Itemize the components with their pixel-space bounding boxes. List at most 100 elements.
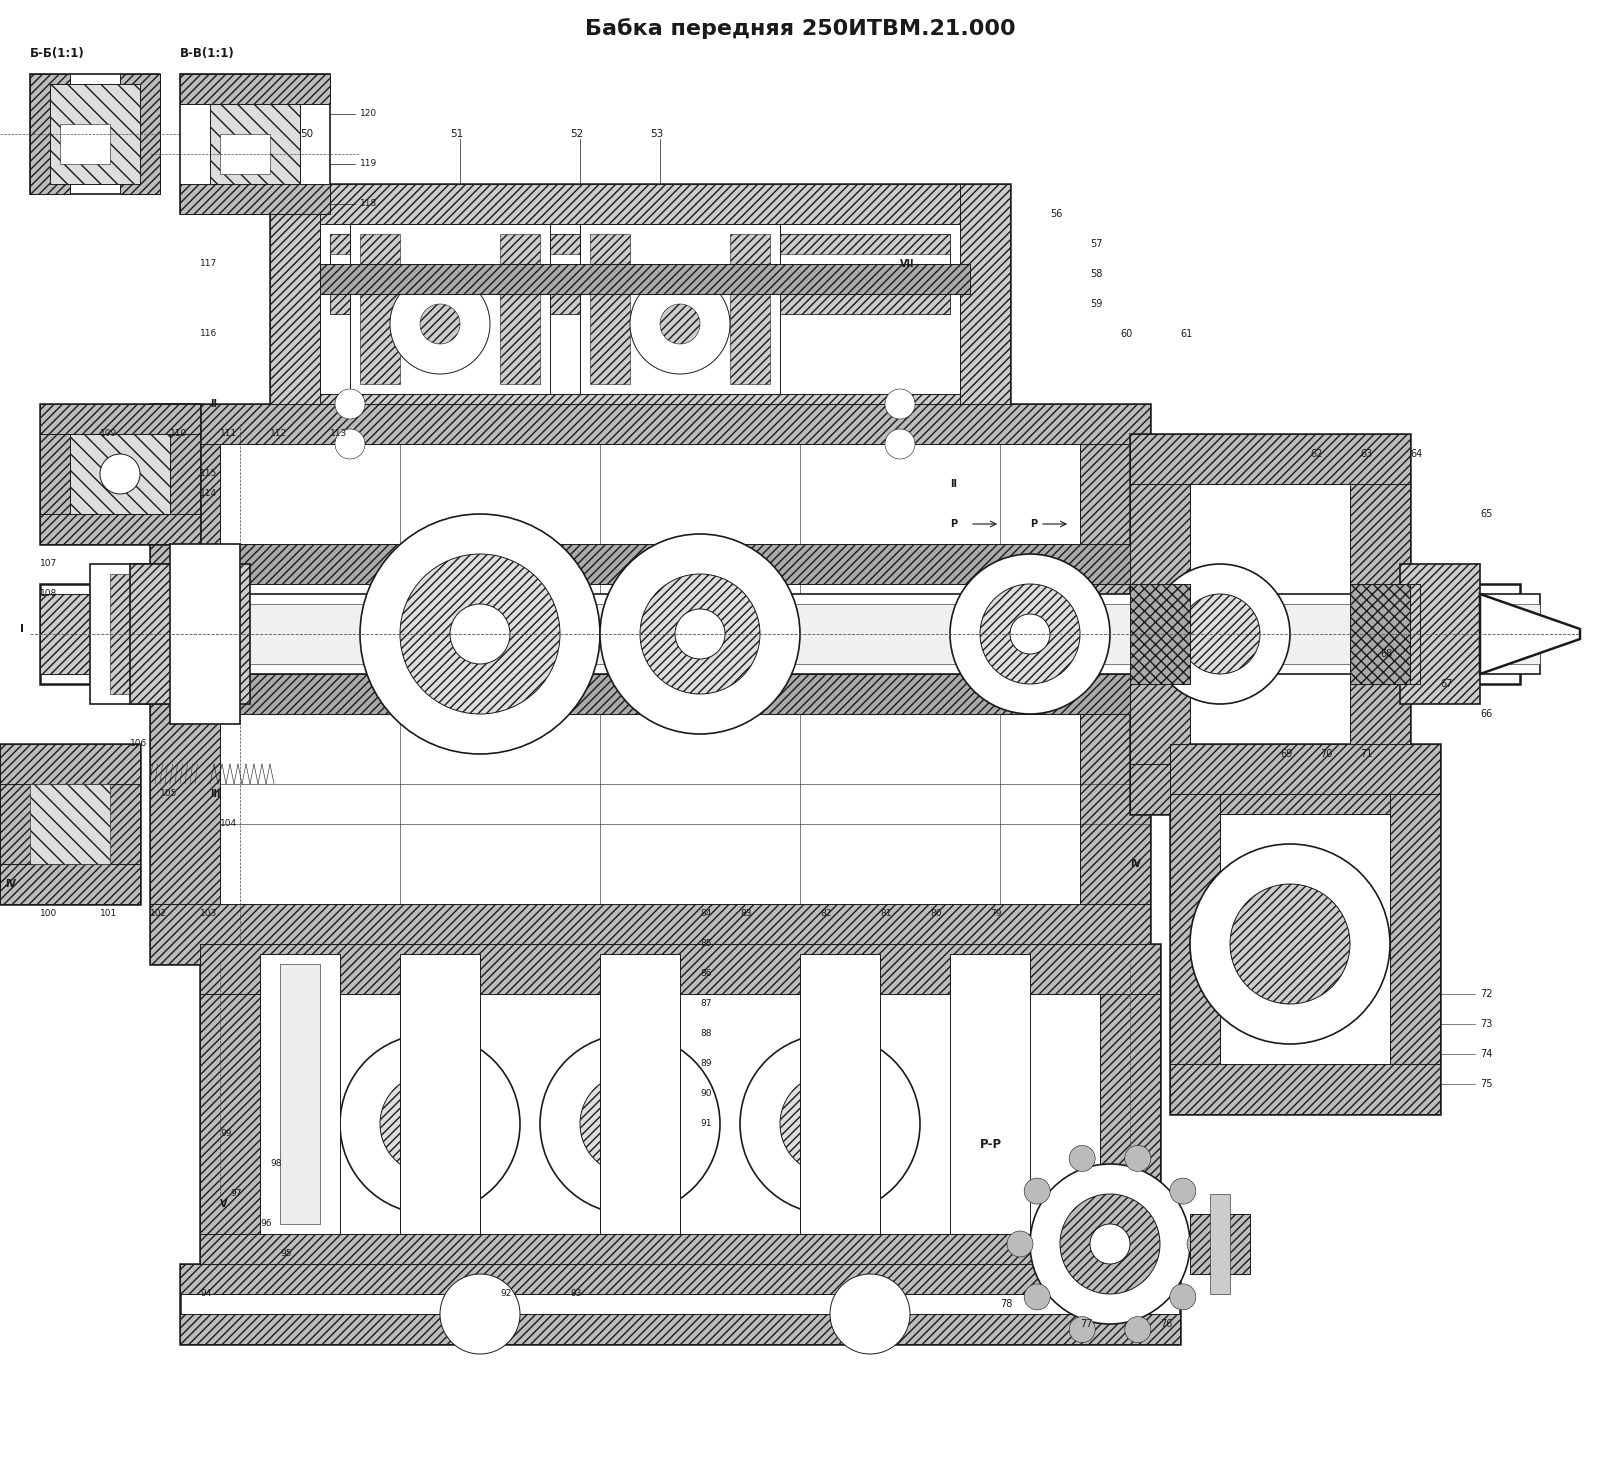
Polygon shape <box>1480 594 1581 673</box>
Bar <box>40 584 170 684</box>
Text: 66: 66 <box>1480 709 1493 719</box>
Text: Б-Б(1:1): Б-Б(1:1) <box>30 47 85 60</box>
Circle shape <box>600 534 800 733</box>
Text: 79: 79 <box>990 909 1002 918</box>
Text: 92: 92 <box>499 1290 512 1299</box>
Text: 106: 106 <box>130 739 147 748</box>
Circle shape <box>381 1075 480 1174</box>
Circle shape <box>1069 1145 1094 1171</box>
Text: 80: 80 <box>930 909 941 918</box>
Text: Р-Р: Р-Р <box>979 1138 1002 1151</box>
Text: 90: 90 <box>701 1089 712 1098</box>
Bar <box>1350 433 1410 814</box>
Text: 111: 111 <box>221 429 237 439</box>
Text: 85: 85 <box>701 940 712 949</box>
Bar <box>350 224 550 394</box>
Circle shape <box>739 1034 920 1214</box>
Text: 83: 83 <box>739 909 752 918</box>
Bar <box>179 75 330 214</box>
Bar <box>960 184 1010 425</box>
Text: 70: 70 <box>1320 750 1333 758</box>
Bar <box>330 294 950 313</box>
Text: P: P <box>950 520 957 529</box>
Circle shape <box>1170 1179 1195 1203</box>
Bar <box>50 83 141 184</box>
Circle shape <box>640 574 760 694</box>
Text: 96: 96 <box>259 1220 272 1228</box>
Bar <box>150 903 1150 963</box>
Text: 50: 50 <box>301 129 314 139</box>
Text: 57: 57 <box>1090 239 1102 249</box>
Circle shape <box>440 1274 520 1354</box>
Text: 59: 59 <box>1090 299 1102 309</box>
Bar <box>1390 744 1440 1114</box>
Circle shape <box>1150 564 1290 704</box>
Text: 63: 63 <box>1360 449 1373 460</box>
Bar <box>1101 944 1160 1284</box>
Circle shape <box>675 609 725 659</box>
Text: 95: 95 <box>280 1249 291 1259</box>
Circle shape <box>1069 1316 1094 1342</box>
Text: 67: 67 <box>1440 679 1453 690</box>
Bar <box>179 1315 1181 1344</box>
Circle shape <box>950 553 1110 714</box>
Bar <box>90 564 170 704</box>
Bar <box>99 744 141 903</box>
Text: 113: 113 <box>330 429 347 439</box>
Bar <box>579 224 781 394</box>
Bar <box>40 404 200 433</box>
Bar <box>30 785 110 864</box>
Bar <box>730 234 770 384</box>
Circle shape <box>1006 1231 1034 1258</box>
Bar <box>30 75 70 195</box>
Circle shape <box>339 1034 520 1214</box>
Circle shape <box>390 274 490 373</box>
Text: 72: 72 <box>1480 990 1493 998</box>
Text: 87: 87 <box>701 1000 712 1009</box>
Bar <box>259 955 339 1234</box>
Circle shape <box>1010 613 1050 654</box>
Text: 51: 51 <box>450 129 464 139</box>
Bar <box>600 955 680 1234</box>
Bar <box>270 184 1010 224</box>
Text: I: I <box>1520 624 1523 634</box>
Circle shape <box>1125 1316 1150 1342</box>
Circle shape <box>360 514 600 754</box>
Circle shape <box>1181 594 1261 673</box>
Text: 74: 74 <box>1480 1050 1493 1058</box>
Circle shape <box>1125 1145 1150 1171</box>
Text: 60: 60 <box>1120 329 1133 340</box>
Bar <box>150 404 221 963</box>
Text: 116: 116 <box>200 329 218 338</box>
Text: 75: 75 <box>1480 1079 1493 1089</box>
Bar <box>210 104 301 184</box>
Text: V: V <box>221 1199 227 1209</box>
Bar <box>330 234 950 313</box>
Text: 97: 97 <box>230 1189 242 1199</box>
Text: 65: 65 <box>1480 509 1493 520</box>
Text: 109: 109 <box>99 429 117 439</box>
Text: 117: 117 <box>200 259 218 268</box>
Circle shape <box>99 454 141 493</box>
Text: 81: 81 <box>880 909 891 918</box>
Bar <box>330 234 950 253</box>
Circle shape <box>661 305 701 344</box>
Bar <box>1170 1064 1440 1114</box>
Text: 62: 62 <box>1310 449 1322 460</box>
Circle shape <box>400 553 560 714</box>
Text: Бабка передняя 250ИТВМ.21.000: Бабка передняя 250ИТВМ.21.000 <box>584 19 1016 40</box>
Bar <box>1080 404 1150 963</box>
Text: 86: 86 <box>701 969 712 978</box>
Bar <box>270 184 320 425</box>
Text: 112: 112 <box>270 429 286 439</box>
Bar <box>200 944 1160 1284</box>
Text: 98: 98 <box>270 1159 282 1168</box>
Text: 64: 64 <box>1410 449 1422 460</box>
Bar <box>70 433 170 514</box>
Bar <box>200 944 1160 994</box>
Bar <box>1190 1214 1250 1274</box>
Bar <box>150 404 1150 963</box>
Bar <box>221 594 1539 673</box>
Bar <box>179 184 330 214</box>
Text: 89: 89 <box>701 1060 712 1069</box>
